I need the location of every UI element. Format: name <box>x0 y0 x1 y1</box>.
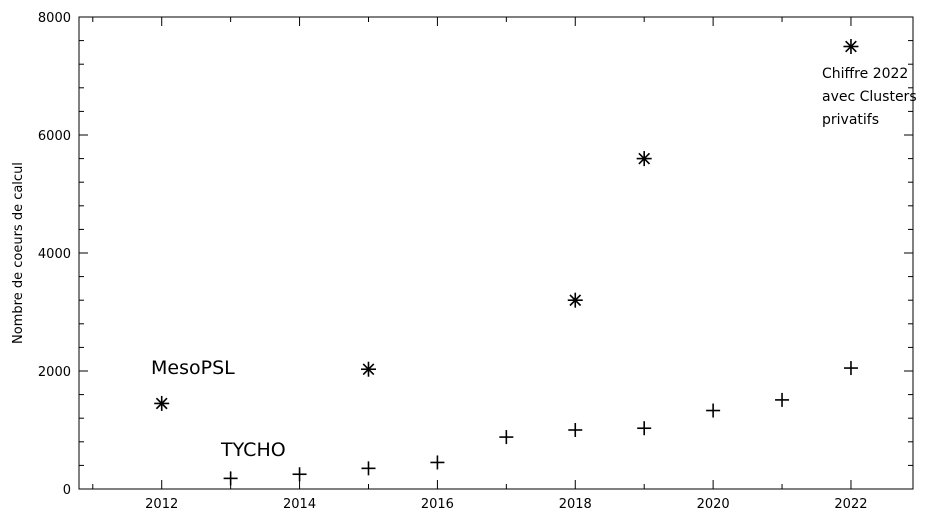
x-tick-label: 2012 <box>145 497 178 512</box>
annotation-line-2: avec Clusters <box>822 89 917 105</box>
series-label-mesopsl: MesoPSL <box>151 357 235 379</box>
plus-marker <box>843 361 858 376</box>
annotation-line-1: Chiffre 2022 <box>822 66 908 82</box>
asterisk-marker <box>636 151 652 167</box>
axis-ticks: 2012 2014 2016 2018 2020 2022 0 2000 4000 6000 800… <box>38 11 913 512</box>
x-tick-label: 2020 <box>697 497 730 512</box>
asterisk-marker <box>567 292 583 308</box>
y-axis-title: Nombre de coeurs de calcul <box>11 162 26 344</box>
plus-marker <box>775 392 790 407</box>
x-tick-label: 2014 <box>283 497 316 512</box>
y-tick-label: 4000 <box>38 247 71 262</box>
x-tick-label: 2022 <box>834 497 867 512</box>
x-tick-label: 2018 <box>559 497 592 512</box>
y-tick-label: 2000 <box>38 365 71 380</box>
y-tick-label: 6000 <box>38 129 71 144</box>
plus-marker <box>499 430 514 445</box>
plus-marker <box>292 467 307 482</box>
plus-marker <box>223 471 238 486</box>
x-tick-label: 2016 <box>421 497 454 512</box>
plot-frame <box>78 16 914 490</box>
asterisk-marker <box>360 361 376 377</box>
plus-marker <box>430 455 445 470</box>
plus-marker <box>568 423 583 437</box>
plus-marker <box>637 421 652 436</box>
y-tick-label: 0 <box>63 483 71 498</box>
plus-marker <box>361 461 376 476</box>
annotation-line-3: privatifs <box>822 112 879 128</box>
asterisk-marker <box>154 395 170 411</box>
series-label-tycho: TYCHO <box>220 439 286 461</box>
plus-marker <box>706 403 721 418</box>
y-tick-label: 8000 <box>38 11 71 26</box>
asterisk-marker <box>843 39 859 54</box>
data-marks <box>154 39 859 486</box>
